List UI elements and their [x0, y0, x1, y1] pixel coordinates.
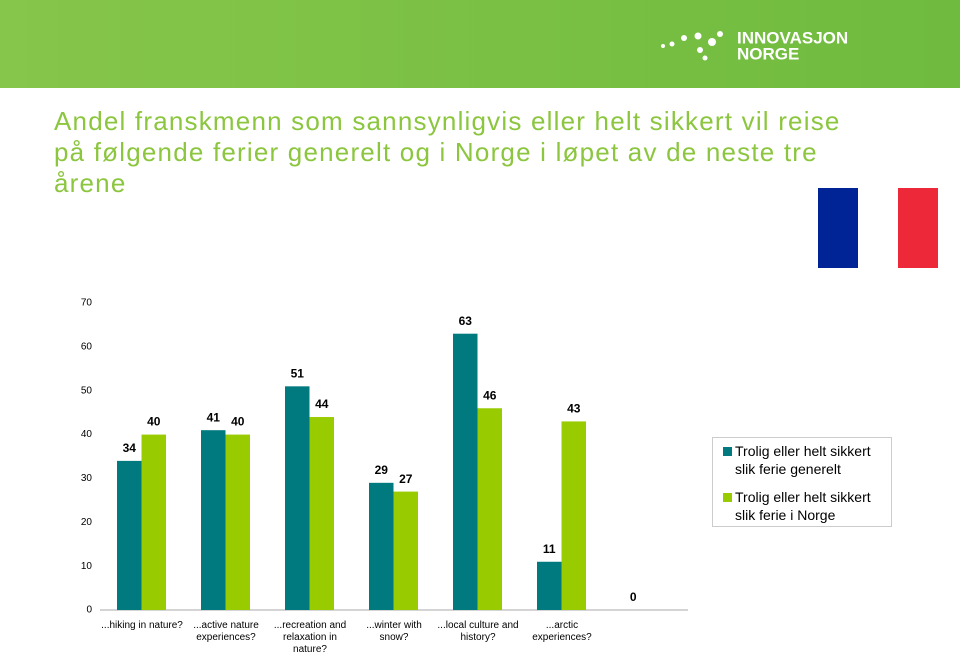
- flag-red: [898, 188, 938, 268]
- data-label: 27: [399, 472, 413, 486]
- data-label: 29: [375, 463, 389, 477]
- logo-dots: [661, 31, 723, 61]
- data-label: 43: [567, 402, 581, 416]
- y-tick-label: 60: [81, 341, 93, 352]
- bar: [393, 491, 418, 610]
- y-tick-label: 0: [86, 605, 92, 616]
- data-label: 0: [630, 590, 637, 604]
- logo-text: INNOVASJON: [737, 28, 848, 47]
- legend-label: Trolig eller helt sikkert slik ferie i N…: [735, 489, 871, 523]
- bar: [561, 421, 586, 610]
- data-label: 11: [543, 542, 556, 556]
- y-tick-label: 20: [81, 517, 93, 528]
- x-tick-label: ...winter with snow?: [366, 620, 422, 643]
- data-label: 51: [291, 367, 305, 381]
- bar: [369, 482, 394, 610]
- data-label: 63: [459, 314, 473, 328]
- chart-title: Andel franskmenn som sannsynligvis eller…: [54, 106, 841, 198]
- flag-blue: [818, 188, 858, 268]
- header-band: [0, 0, 960, 88]
- x-tick-label: ...hiking in nature?: [101, 620, 183, 631]
- legend: Trolig eller helt sikkert slik ferie gen…: [712, 437, 892, 527]
- x-tick-label: ...active nature experiences?: [193, 620, 259, 643]
- y-tick-label: 50: [81, 385, 93, 396]
- legend-swatch: [723, 447, 732, 456]
- bar: [537, 561, 562, 610]
- bar: [453, 333, 478, 610]
- bar: [201, 430, 226, 610]
- data-label: 41: [207, 410, 221, 424]
- data-label: 44: [315, 397, 329, 411]
- data-label: 46: [483, 388, 497, 402]
- bar: [309, 417, 334, 610]
- bar: [285, 386, 310, 610]
- y-tick-label: 70: [81, 298, 93, 309]
- logo-text: NORGE: [737, 44, 799, 63]
- bar: [117, 460, 142, 610]
- bar: [225, 434, 250, 610]
- y-tick-label: 30: [81, 473, 93, 484]
- bar: [141, 434, 166, 610]
- legend-swatch: [723, 493, 732, 502]
- data-label: 34: [123, 441, 137, 455]
- x-tick-label: ...local culture and history?: [437, 620, 519, 643]
- bar: [477, 408, 502, 610]
- data-label: 40: [231, 415, 245, 429]
- data-label: 40: [147, 415, 161, 429]
- x-tick-label: ...recreation and relaxation in nature?: [273, 620, 347, 655]
- legend-label: Trolig eller helt sikkert slik ferie gen…: [735, 443, 871, 477]
- y-tick-label: 10: [81, 561, 93, 572]
- y-tick-label: 40: [81, 429, 93, 440]
- x-tick-label: ...arctic experiences?: [532, 620, 592, 643]
